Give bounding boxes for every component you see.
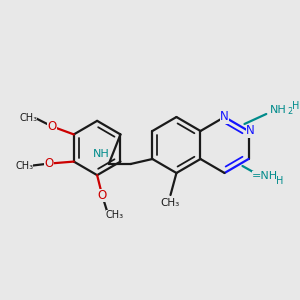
Text: H: H [277,176,284,186]
Text: O: O [44,157,54,170]
Text: CH₃: CH₃ [106,210,124,220]
Text: O: O [47,120,57,133]
Text: CH₃: CH₃ [15,160,33,171]
Text: CH₃: CH₃ [19,113,37,123]
Text: NH: NH [92,149,109,159]
Text: =NH: =NH [252,171,278,181]
Text: CH₃: CH₃ [161,198,180,208]
Text: H: H [292,101,300,111]
Text: O: O [98,189,107,202]
Text: NH: NH [270,105,286,115]
Text: 2: 2 [287,107,293,116]
Text: N: N [246,124,255,137]
Text: N: N [220,110,229,124]
